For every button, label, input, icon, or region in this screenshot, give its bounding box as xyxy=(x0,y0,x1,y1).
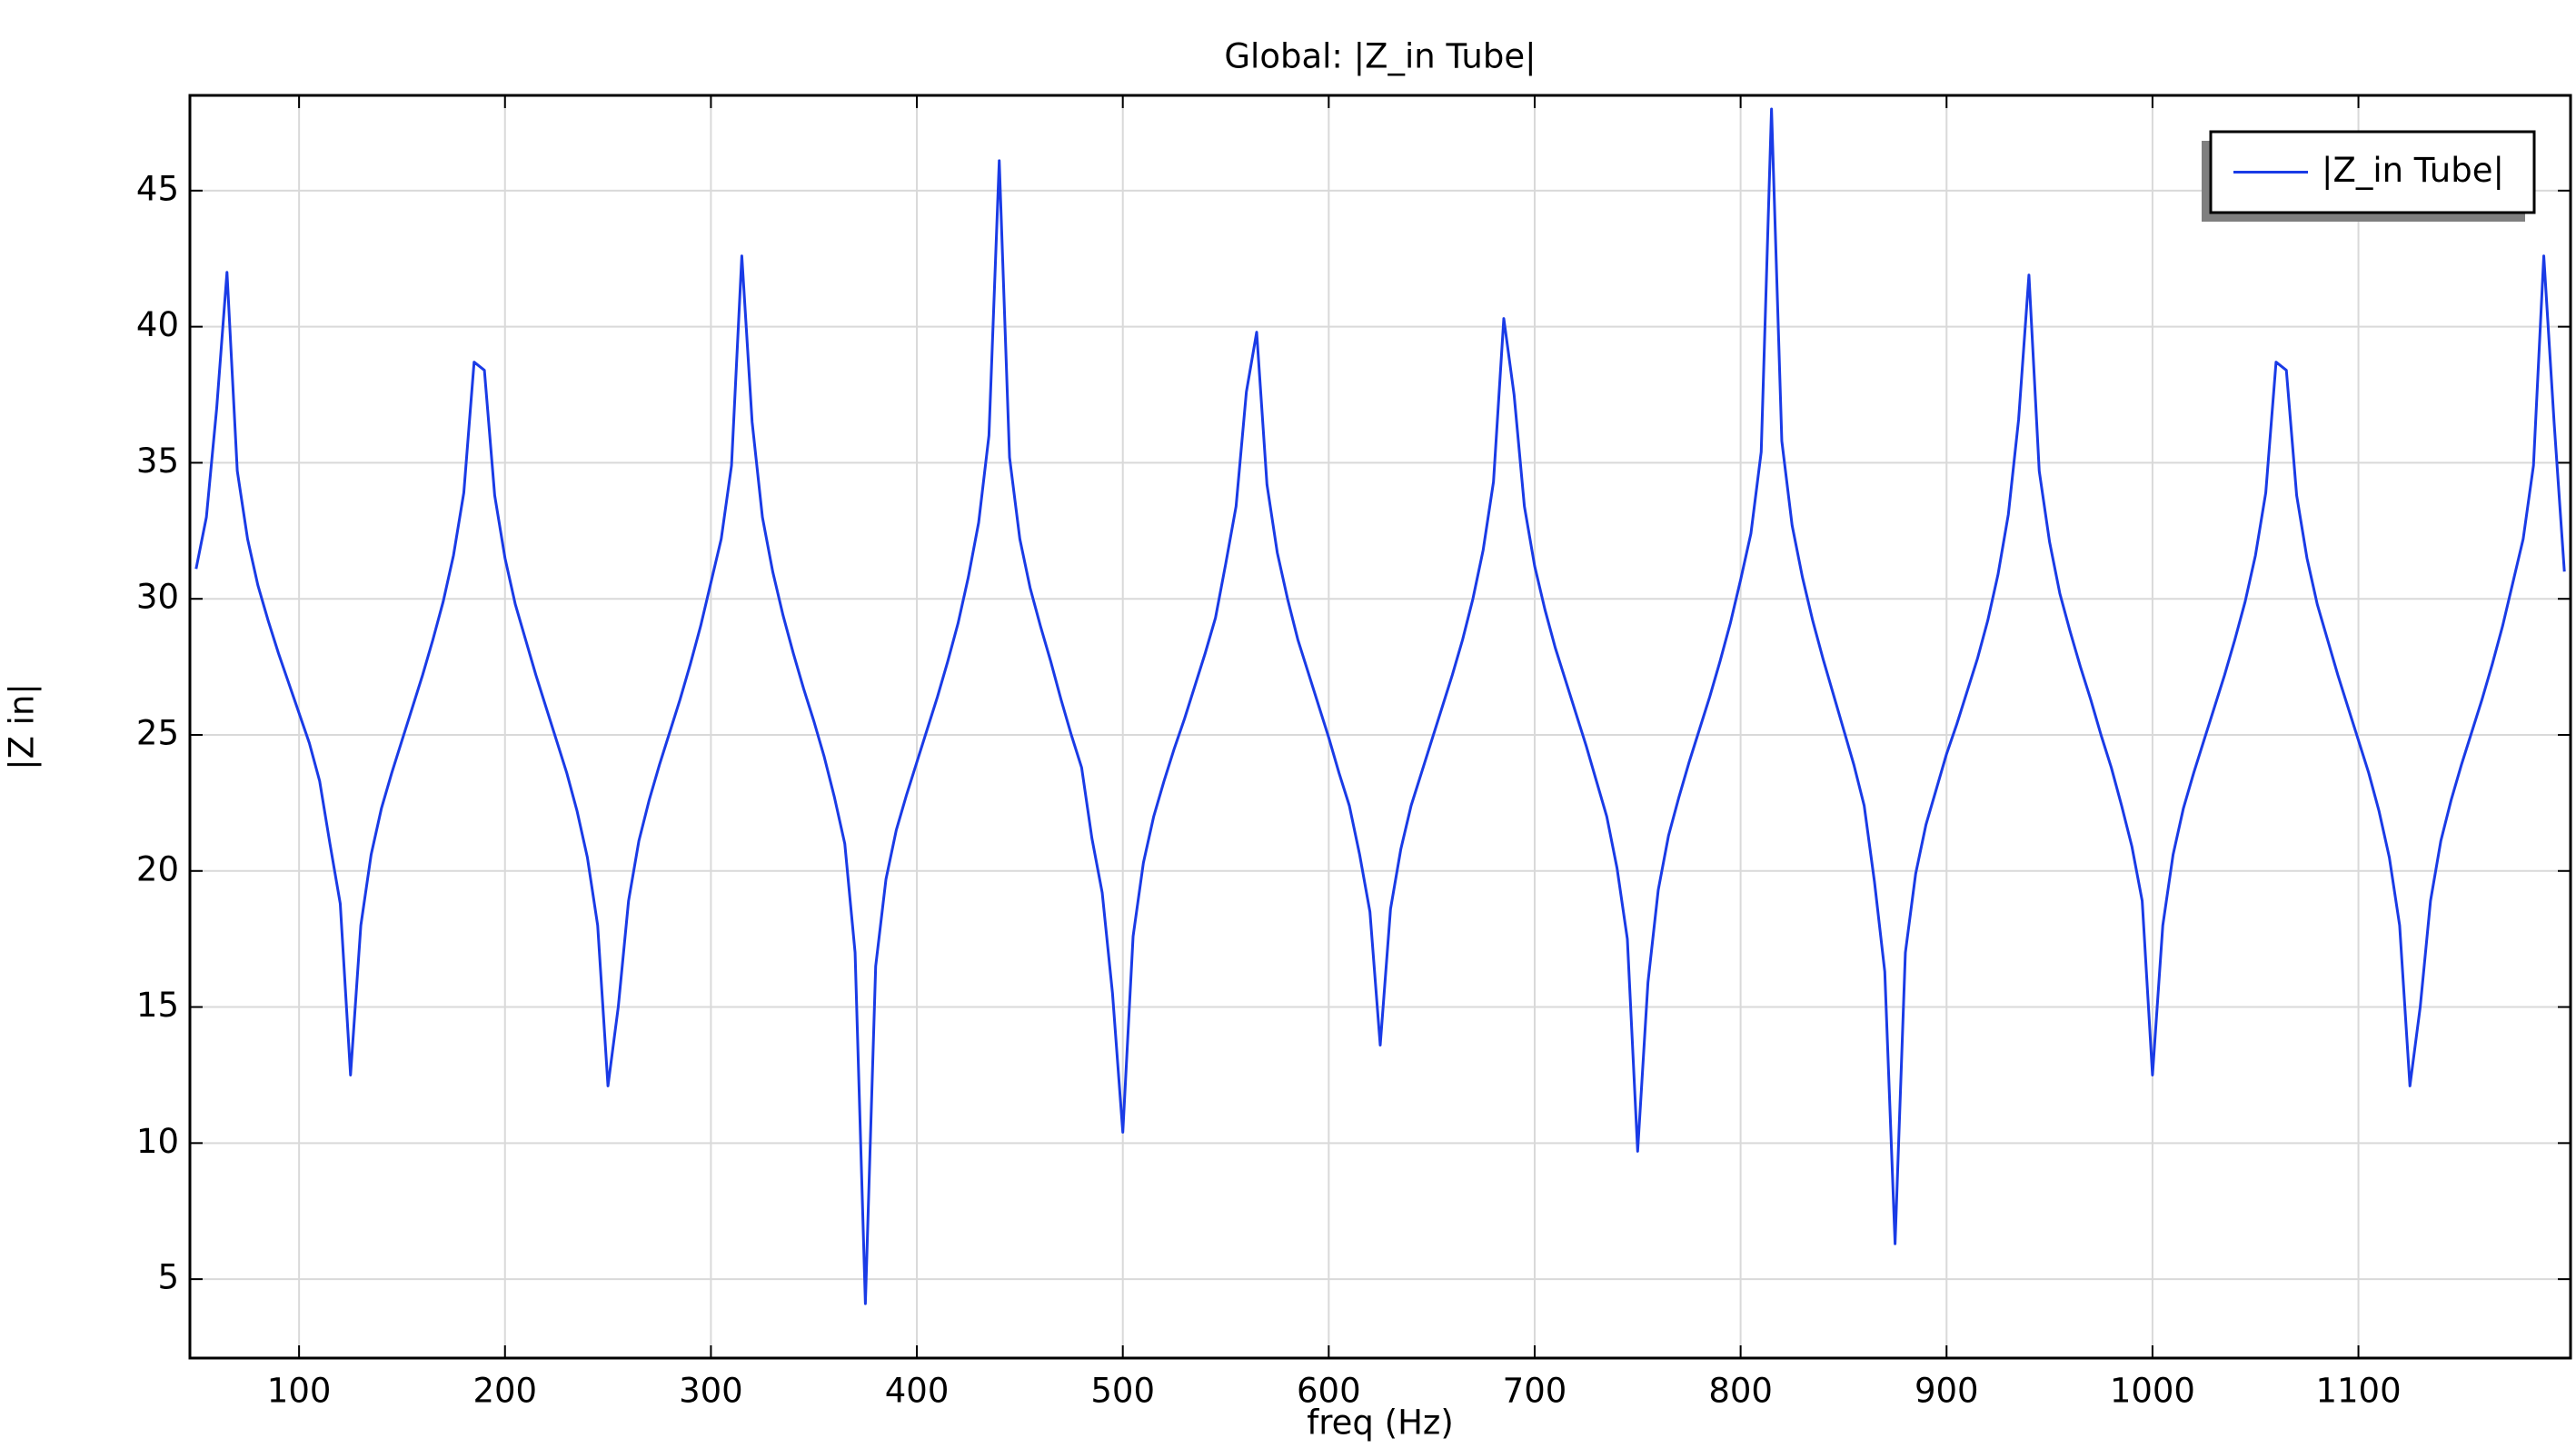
x-tick-label: 700 xyxy=(1503,1372,1567,1411)
y-tick-label: 15 xyxy=(136,986,179,1025)
x-tick-label: 200 xyxy=(472,1372,537,1411)
y-tick-label: 25 xyxy=(136,713,179,752)
x-tick-label: 300 xyxy=(679,1372,743,1411)
x-tick-label: 600 xyxy=(1297,1372,1361,1411)
x-tick-label: 800 xyxy=(1708,1372,1773,1411)
data-line xyxy=(194,107,2566,1305)
y-tick-label: 5 xyxy=(157,1258,179,1297)
chart-title: Global: |Z_in Tube| xyxy=(1224,37,1536,76)
y-tick-label: 20 xyxy=(136,849,179,888)
legend-label: |Z_in Tube| xyxy=(2322,151,2504,190)
x-tick-label: 100 xyxy=(267,1372,332,1411)
x-tick-label: 500 xyxy=(1090,1372,1155,1411)
y-tick-label: 40 xyxy=(136,305,179,344)
plot-frame xyxy=(188,94,2572,1360)
y-tick-label: 30 xyxy=(136,578,179,617)
x-tick-label: 1100 xyxy=(2315,1372,2401,1411)
y-axis-label: |Z in| xyxy=(3,683,42,770)
y-tick-label: 10 xyxy=(136,1122,179,1161)
x-tick-label: 1000 xyxy=(2110,1372,2195,1411)
x-tick-label: 900 xyxy=(1915,1372,1979,1411)
x-tick-label: 400 xyxy=(885,1372,950,1411)
x-axis-label: freq (Hz) xyxy=(1307,1403,1454,1443)
y-tick-label: 45 xyxy=(136,169,179,208)
y-tick-label: 35 xyxy=(136,441,179,481)
